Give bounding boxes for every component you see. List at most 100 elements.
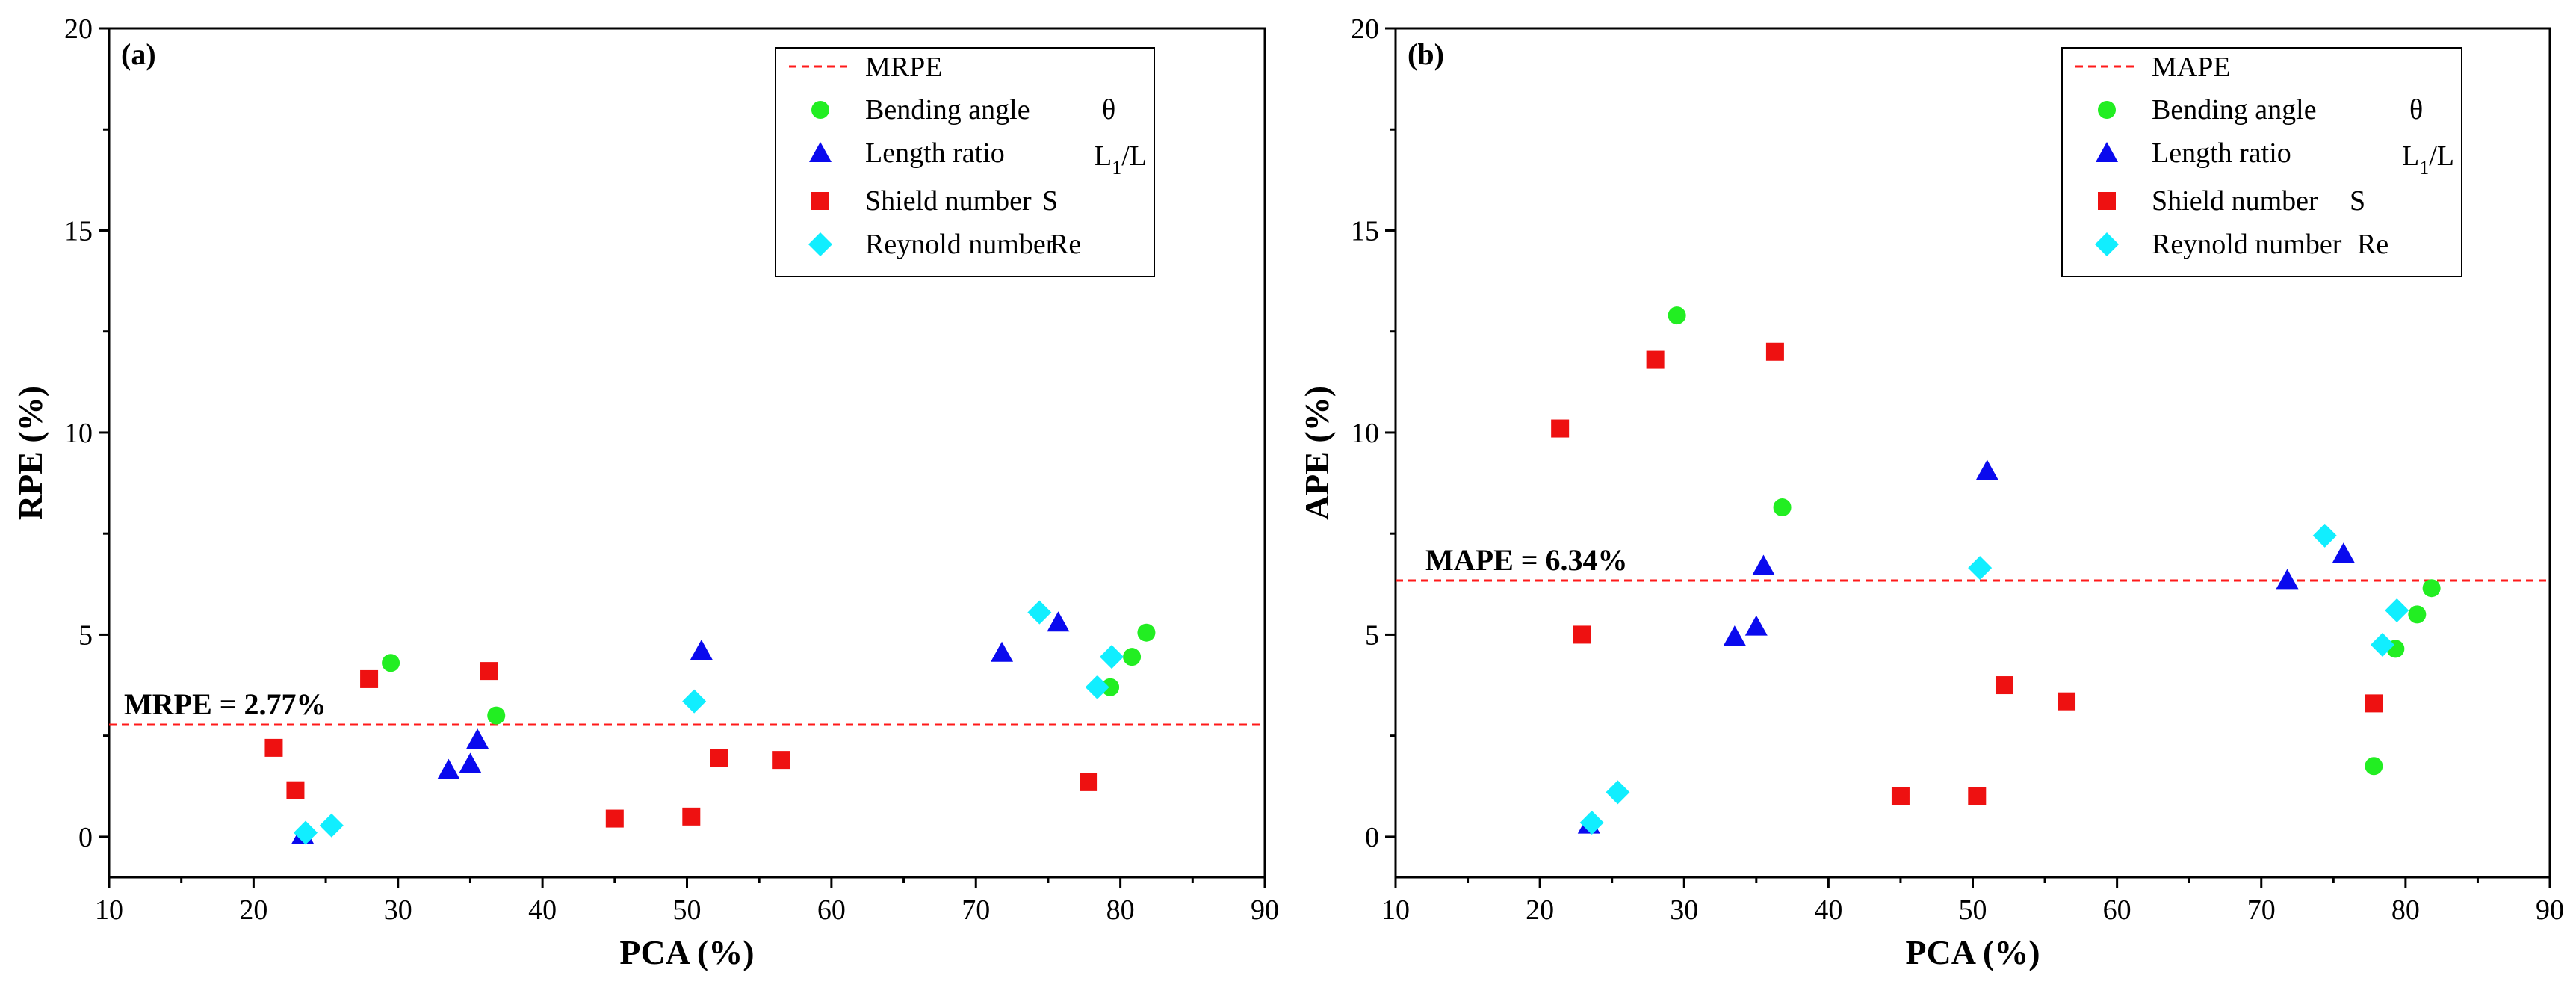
data-point-diamond — [2370, 632, 2394, 657]
x-tick-label: 30 — [1670, 894, 1698, 926]
legend-diamond-swatch — [2095, 232, 2119, 256]
y-tick-label: 5 — [78, 619, 93, 651]
legend-box — [775, 47, 1155, 277]
data-point-circle — [2365, 757, 2383, 776]
legend-symbol-tail: /L — [1121, 140, 1147, 172]
legend-symbol-tail: /L — [2429, 140, 2454, 172]
data-point-circle — [1773, 498, 1792, 517]
chart-panel-a: 10 20 30 40 50 60 70 80 90 0 5 10 15 20 PCA (%) RPE (%)… — [11, 13, 1279, 971]
legend: MRPE Bending angle θ Length ratio L1/L Shield… — [775, 47, 1155, 277]
data-point-diamond — [2385, 598, 2409, 622]
legend-symbol-subscript: 1 — [1112, 157, 1121, 179]
x-tick-label: 50 — [673, 894, 702, 926]
data-point-square — [1551, 419, 1570, 438]
x-tick-label: 20 — [239, 894, 267, 926]
series-reynold-number — [293, 600, 1124, 845]
data-point-diamond — [1085, 675, 1109, 699]
y-tick-label: 5 — [1365, 619, 1379, 651]
data-point-square — [682, 807, 701, 826]
legend-symbol: Re — [1050, 229, 1081, 260]
x-tick-label: 70 — [2247, 894, 2276, 926]
y-tick-label: 20 — [64, 13, 93, 45]
legend-diamond-swatch — [808, 232, 832, 256]
data-point-square — [1080, 773, 1098, 791]
x-tick-label: 60 — [817, 894, 846, 926]
data-point-diamond — [682, 689, 707, 714]
x-tick-label: 90 — [1251, 894, 1279, 926]
y-tick-label: 15 — [1351, 215, 1379, 247]
panel-label: (b) — [1408, 37, 1444, 71]
data-point-circle — [1137, 623, 1156, 642]
series-shield-number — [1551, 342, 2383, 805]
data-point-square — [605, 809, 624, 828]
series-bending-angle — [382, 623, 1156, 725]
legend-symbol-main: L — [2402, 140, 2419, 172]
data-point-diamond — [319, 813, 344, 838]
data-point-triangle — [1723, 625, 1746, 646]
data-point-square — [1765, 342, 1784, 361]
x-tick-label: 60 — [2103, 894, 2131, 926]
data-point-triangle — [1744, 615, 1768, 636]
data-point-diamond — [1100, 645, 1124, 669]
data-point-triangle — [2332, 542, 2355, 563]
legend-symbol: θ — [1102, 94, 1115, 126]
x-tick-label: 40 — [1814, 894, 1842, 926]
legend: MAPE Bending angle θ Length ratio L1/L Shield… — [2061, 47, 2462, 277]
data-point-square — [264, 738, 283, 757]
data-point-square — [480, 662, 498, 681]
reference-line-annotation: MAPE = 6.34% — [1425, 543, 1628, 577]
y-axis-title: RPE (%) — [11, 386, 49, 520]
legend-label: Shield number — [2152, 185, 2318, 217]
legend-symbol: Re — [2357, 229, 2388, 260]
legend-label: Length ratio — [2152, 137, 2291, 169]
series-reynold-number — [1579, 523, 2409, 835]
data-point-square — [710, 749, 728, 767]
data-point-triangle — [991, 641, 1014, 662]
legend-label: Bending angle — [2152, 94, 2317, 126]
y-tick-label: 10 — [1351, 418, 1379, 449]
legend-label: Shield number — [865, 185, 1032, 217]
data-point-diamond — [293, 820, 318, 845]
data-point-square — [1891, 787, 1910, 805]
y-tick-label: 0 — [78, 822, 93, 853]
data-point-circle — [1123, 648, 1142, 666]
x-tick-label: 80 — [2391, 894, 2420, 926]
legend-label: MAPE — [2152, 52, 2231, 83]
data-point-triangle — [466, 728, 489, 749]
data-point-circle — [2422, 579, 2441, 598]
data-point-diamond — [1968, 556, 1993, 581]
legend-symbol: θ — [2409, 94, 2423, 126]
series-length-ratio — [1577, 459, 2355, 834]
data-point-triangle — [1752, 554, 1775, 575]
x-tick-label: 70 — [962, 894, 990, 926]
data-point-diamond — [1579, 810, 1604, 835]
data-point-square — [286, 781, 305, 799]
legend-square-swatch — [811, 192, 829, 210]
series-shield-number — [264, 662, 1098, 828]
legend-label: Reynold number — [2152, 229, 2342, 260]
data-point-diamond — [2312, 523, 2337, 548]
legend-triangle-swatch — [2096, 142, 2118, 162]
data-point-triangle — [2276, 569, 2299, 590]
reference-line-annotation: MRPE = 2.77% — [124, 687, 326, 721]
x-tick-label: 10 — [1381, 894, 1410, 926]
series-length-ratio — [291, 611, 1070, 844]
x-tick-label: 40 — [528, 894, 557, 926]
data-point-square — [1573, 625, 1591, 644]
data-point-triangle — [459, 752, 482, 773]
data-point-square — [2058, 692, 2076, 711]
data-point-square — [2365, 694, 2383, 713]
legend-circle-swatch — [811, 101, 829, 119]
legend-symbol: S — [1042, 185, 1058, 217]
x-axis-title: PCA (%) — [619, 933, 754, 971]
panel-label: (a) — [121, 37, 156, 71]
legend-triangle-swatch — [809, 142, 832, 162]
x-axis-title: PCA (%) — [1905, 933, 2040, 971]
data-point-triangle — [437, 758, 460, 779]
data-point-circle — [487, 706, 506, 725]
data-point-diamond — [1606, 780, 1630, 805]
data-point-square — [1995, 676, 2013, 695]
legend-circle-swatch — [2098, 101, 2116, 119]
data-point-triangle — [1975, 459, 1998, 480]
legend-symbol: S — [2350, 185, 2365, 217]
